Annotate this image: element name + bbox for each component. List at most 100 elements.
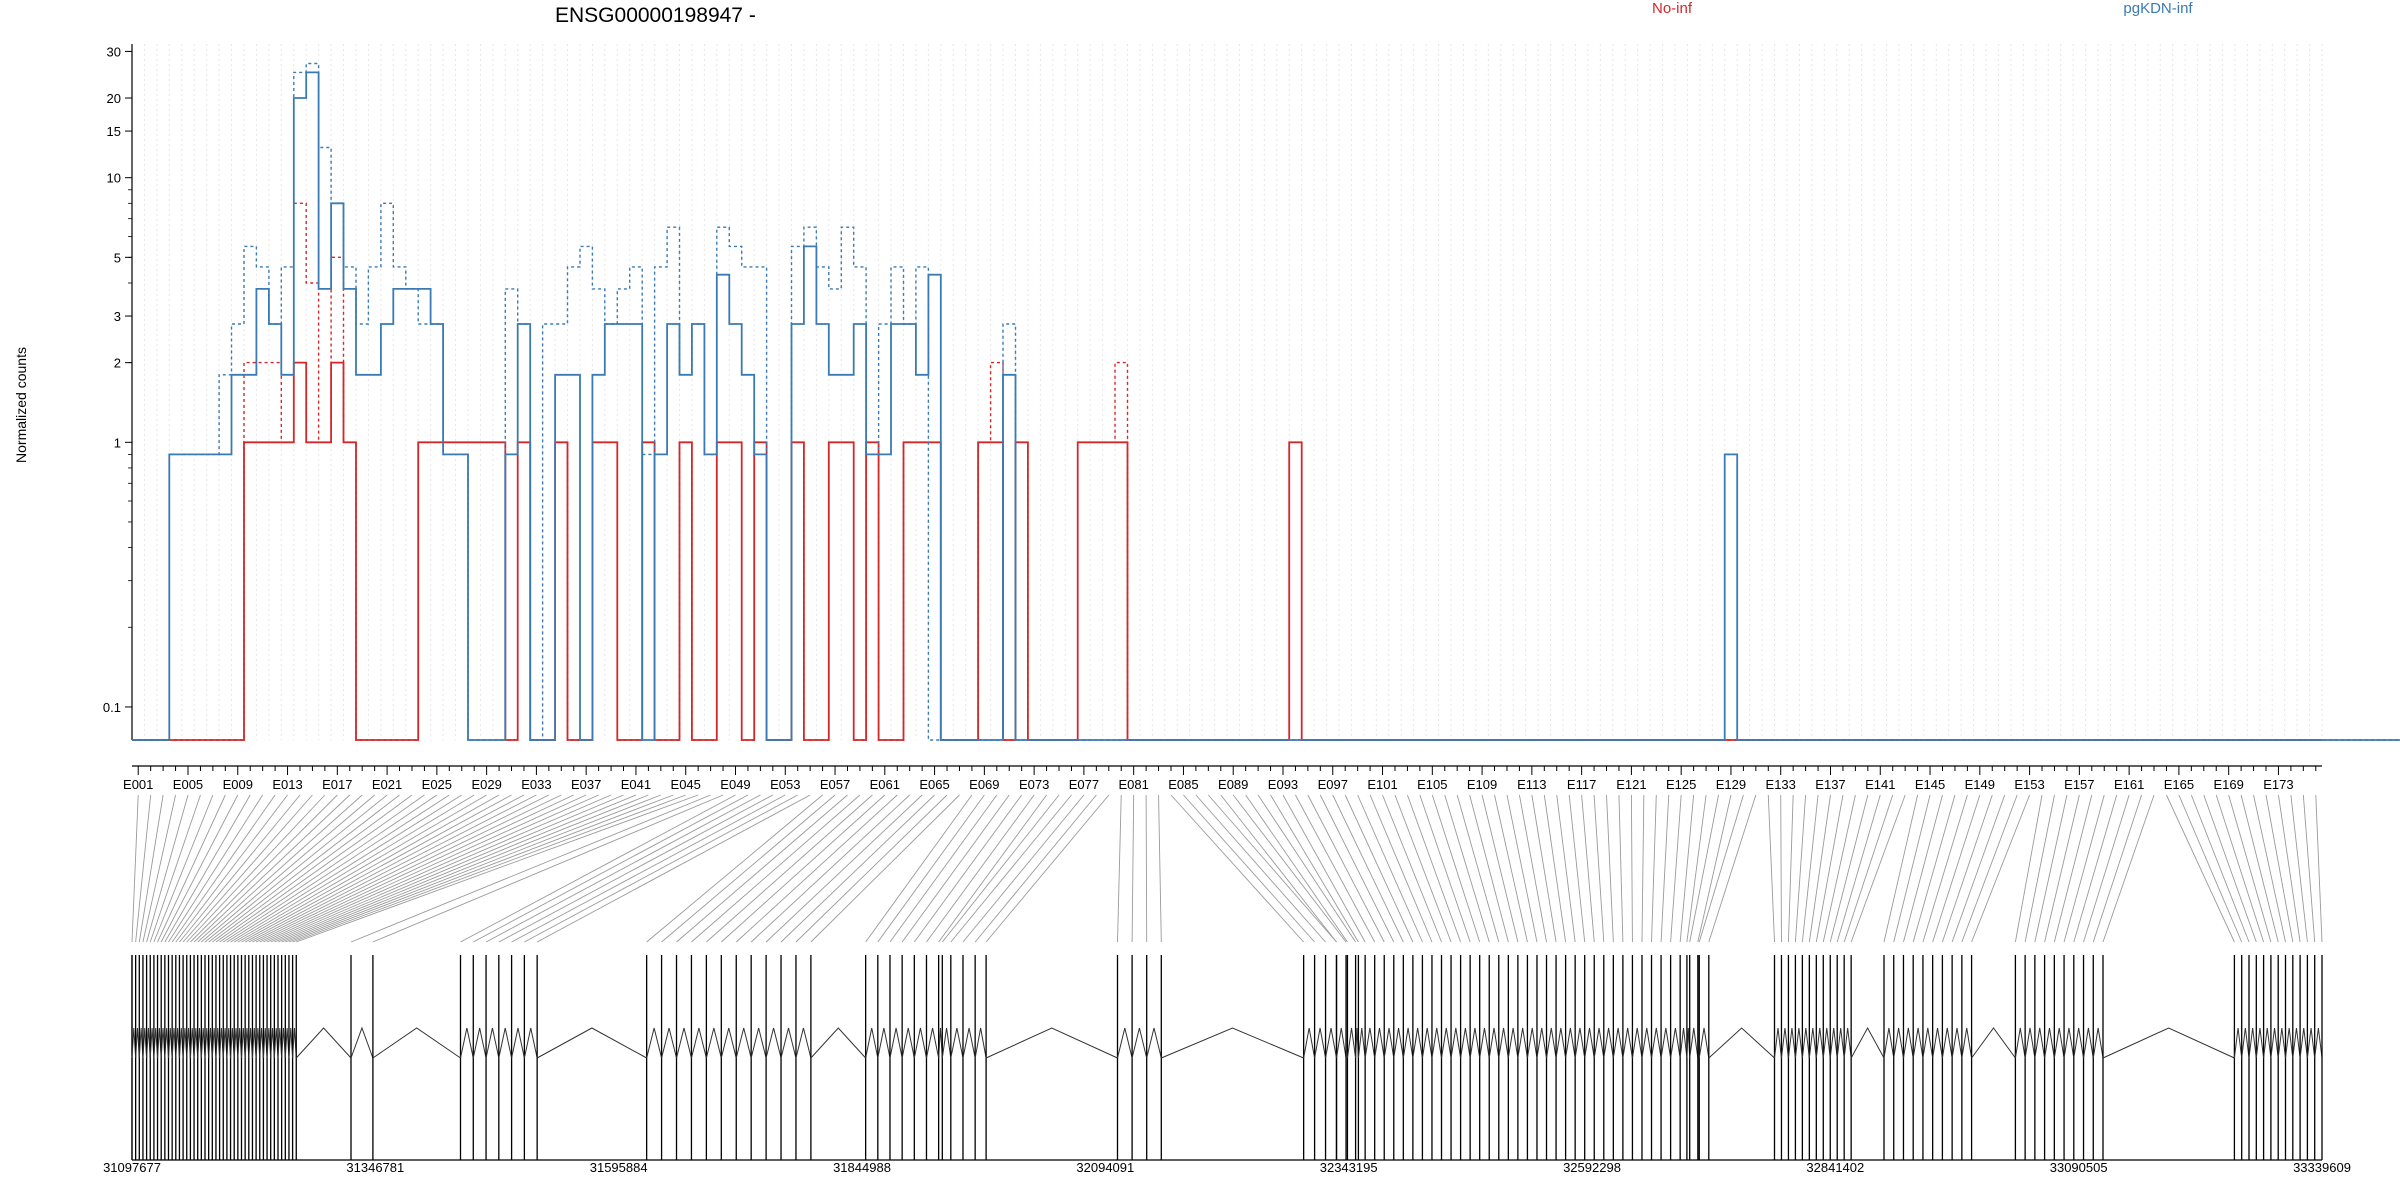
- intron-connector: [2314, 1027, 2323, 1059]
- exon-connector: [1145, 794, 1148, 943]
- intron-connector: [1822, 1027, 1831, 1059]
- y-axis-label: Normalized counts: [13, 347, 29, 463]
- exon-connector: [350, 794, 711, 943]
- exon-connector: [2178, 794, 2243, 943]
- exon-connector: [2102, 794, 2155, 943]
- intron-connector: [1325, 1027, 1337, 1059]
- exon-connector: [1444, 794, 1490, 943]
- exon-connector: [706, 794, 873, 943]
- series-max-line: [132, 62, 2400, 741]
- exon-connector: [153, 794, 214, 943]
- y-tick-label: 2: [114, 356, 121, 371]
- exon-connector: [1195, 794, 1326, 943]
- exon-connector: [252, 794, 550, 943]
- exon-connector: [2215, 794, 2265, 943]
- x-tick-label: E069: [969, 777, 999, 792]
- intron-connector: [780, 1027, 797, 1059]
- x-tick-label: E089: [1218, 777, 1248, 792]
- exon-connector: [270, 794, 612, 943]
- intron-connector: [1441, 1027, 1452, 1059]
- x-tick-label: E005: [173, 777, 203, 792]
- intron-connector: [1161, 1027, 1304, 1059]
- x-tick-label: E141: [1865, 777, 1895, 792]
- exon-connector: [157, 794, 226, 943]
- exon-connector: [2253, 794, 2286, 943]
- intron-connector: [1801, 1027, 1810, 1059]
- x-tick-label: E097: [1318, 777, 1348, 792]
- intron-connector: [1346, 1027, 1357, 1059]
- exon-connector: [285, 794, 661, 943]
- exon-connector: [691, 794, 861, 943]
- exon-connector: [292, 794, 686, 943]
- exon-connector: [913, 794, 1023, 943]
- exon-connector: [2044, 794, 2080, 943]
- exon-connector: [277, 794, 637, 943]
- genomic-coordinate-label: 31595884: [590, 1160, 648, 1175]
- exon-connector: [164, 794, 251, 943]
- intron-connector: [865, 1027, 879, 1059]
- intron-connector: [1131, 1027, 1148, 1059]
- intron-connector: [2014, 1027, 2026, 1059]
- x-tick-label: E057: [820, 777, 850, 792]
- genomic-coordinate-label: 31844988: [833, 1160, 891, 1175]
- series-mean-line: [132, 71, 2400, 741]
- exon-connector: [168, 794, 264, 943]
- x-tick-label: E049: [720, 777, 750, 792]
- exon-connector: [2302, 794, 2316, 943]
- exon-connector: [179, 794, 301, 943]
- exon-connector: [1131, 794, 1135, 943]
- intron-connector: [1526, 1027, 1538, 1059]
- intron-connector: [901, 1027, 915, 1059]
- exon-connector: [941, 794, 1060, 943]
- x-tick-label: E061: [870, 777, 900, 792]
- exon-connector: [1951, 794, 2006, 943]
- exon-connector-lines: [131, 794, 2323, 943]
- exon-connector: [498, 794, 774, 943]
- exon-connector: [2053, 794, 2093, 943]
- exon-connector: [1394, 794, 1452, 943]
- intron-connector: [2306, 1027, 2316, 1059]
- exon-connector: [1581, 794, 1595, 943]
- exon-connector: [175, 794, 288, 943]
- exon-connector: [1469, 794, 1509, 943]
- intron-connector: [1555, 1027, 1567, 1059]
- x-tick-label: E109: [1467, 777, 1497, 792]
- exon-connector: [877, 794, 985, 943]
- y-tick-label: 5: [114, 250, 121, 265]
- exon-connector: [795, 794, 948, 943]
- exon-connector: [1843, 794, 1894, 943]
- intron-connector: [2270, 1027, 2279, 1059]
- exon-connector: [938, 794, 1047, 943]
- exon-connector: [2034, 794, 2068, 943]
- exon-connector: [1456, 794, 1500, 943]
- x-tick-label: E037: [571, 777, 601, 792]
- intron-connector: [1357, 1027, 1366, 1059]
- exon-connector: [288, 794, 674, 943]
- exon-connector: [186, 794, 326, 943]
- exon-connector: [1686, 794, 1707, 943]
- exon-connector: [1183, 794, 1315, 943]
- intron-connector: [1893, 1027, 1904, 1059]
- intron-connector: [2241, 1027, 2250, 1059]
- exon-connector: [142, 794, 176, 943]
- x-tick-label: E125: [1666, 777, 1696, 792]
- y-tick-label: 15: [107, 124, 121, 139]
- intron-connector: [1314, 1027, 1327, 1059]
- intron-connector: [1374, 1027, 1385, 1059]
- intron-connector: [536, 1027, 647, 1059]
- exon-connector: [1697, 794, 1732, 943]
- data-series: [132, 62, 2400, 741]
- exon-connector: [1850, 794, 1906, 943]
- intron-connector: [735, 1027, 752, 1059]
- intron-connector: [889, 1027, 903, 1059]
- exon-connector: [889, 794, 998, 943]
- exon-connector: [735, 794, 898, 943]
- x-tick-label: E009: [223, 777, 253, 792]
- x-tick-label: E137: [1815, 777, 1845, 792]
- intron-connector: [1780, 1027, 1789, 1059]
- x-tick-label: E153: [2014, 777, 2044, 792]
- intron-connector: [1402, 1027, 1414, 1059]
- exon-connector: [901, 794, 1010, 943]
- exon-connector: [1606, 794, 1614, 943]
- exon-connector: [2240, 794, 2279, 943]
